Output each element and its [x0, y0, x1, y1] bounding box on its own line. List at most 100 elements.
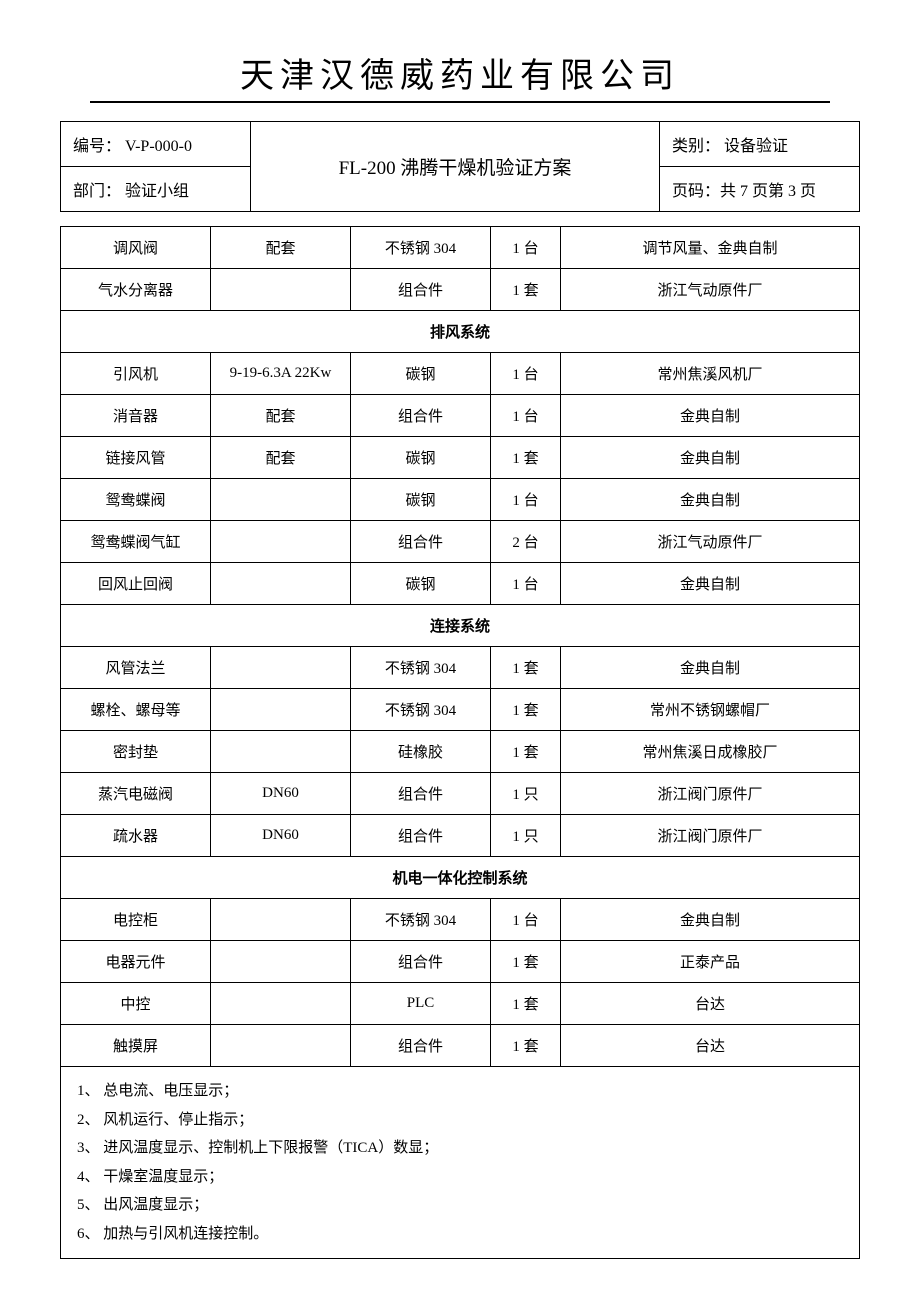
table-row: 密封垫 硅橡胶1 套常州焦溪日成橡胶厂 [61, 731, 860, 773]
section3-title: 机电一体化控制系统 [61, 857, 860, 899]
s3-r1-c0: 电器元件 [61, 941, 211, 983]
code-label: 编号： [73, 138, 121, 155]
notes-cell: 1、 总电流、电压显示；2、 风机运行、停止指示；3、 进风温度显示、控制机上下… [61, 1067, 860, 1259]
s1-r5-c3: 1 台 [491, 563, 561, 605]
initial-r1-c4: 浙江气动原件厂 [561, 269, 860, 311]
s1-r2-c1: 配套 [211, 437, 351, 479]
header-code-cell: 编号： V-P-000-0 [61, 122, 251, 167]
s2-r1-c2: 不锈钢 304 [351, 689, 491, 731]
s1-r4-c1 [211, 521, 351, 563]
code-value: V-P-000-0 [125, 138, 192, 155]
s1-r2-c2: 碳钢 [351, 437, 491, 479]
table-row: 链接风管配套碳钢1 套金典自制 [61, 437, 860, 479]
s2-r0-c3: 1 套 [491, 647, 561, 689]
s2-r3-c3: 1 只 [491, 773, 561, 815]
s3-r0-c1 [211, 899, 351, 941]
initial-r1-c3: 1 套 [491, 269, 561, 311]
s2-r1-c1 [211, 689, 351, 731]
initial-r1-c2: 组合件 [351, 269, 491, 311]
s3-r0-c3: 1 台 [491, 899, 561, 941]
notes-row: 1、 总电流、电压显示；2、 风机运行、停止指示；3、 进风温度显示、控制机上下… [61, 1067, 860, 1259]
s2-r2-c3: 1 套 [491, 731, 561, 773]
table-row: 调风阀配套不锈钢 3041 台调节风量、金典自制 [61, 227, 860, 269]
s1-r0-c2: 碳钢 [351, 353, 491, 395]
s1-r2-c0: 链接风管 [61, 437, 211, 479]
s1-r0-c1: 9-19-6.3A 22Kw [211, 353, 351, 395]
s2-r2-c4: 常州焦溪日成橡胶厂 [561, 731, 860, 773]
s2-r2-c2: 硅橡胶 [351, 731, 491, 773]
s2-r0-c4: 金典自制 [561, 647, 860, 689]
s2-r3-c0: 蒸汽电磁阀 [61, 773, 211, 815]
s1-r1-c4: 金典自制 [561, 395, 860, 437]
dept-label: 部门： [73, 183, 121, 200]
s1-r3-c1 [211, 479, 351, 521]
s3-r0-c2: 不锈钢 304 [351, 899, 491, 941]
s1-r3-c0: 鸳鸯蝶阀 [61, 479, 211, 521]
s2-r1-c4: 常州不锈钢螺帽厂 [561, 689, 860, 731]
table-row: 疏水器DN60组合件1 只浙江阀门原件厂 [61, 815, 860, 857]
header-table: 编号： V-P-000-0 FL-200 沸腾干燥机验证方案 类别： 设备验证 … [60, 121, 860, 212]
s1-r4-c3: 2 台 [491, 521, 561, 563]
initial-r0-c0: 调风阀 [61, 227, 211, 269]
initial-r0-c4: 调节风量、金典自制 [561, 227, 860, 269]
s3-r3-c0: 触摸屏 [61, 1025, 211, 1067]
table-row: 触摸屏 组合件1 套台达 [61, 1025, 860, 1067]
s1-r2-c3: 1 套 [491, 437, 561, 479]
category-value: 设备验证 [724, 138, 788, 155]
s1-r3-c2: 碳钢 [351, 479, 491, 521]
s3-r2-c1 [211, 983, 351, 1025]
s3-r2-c4: 台达 [561, 983, 860, 1025]
s3-r1-c1 [211, 941, 351, 983]
note-line-5: 6、 加热与引风机连接控制。 [77, 1220, 843, 1249]
table-row: 回风止回阀碳钢1 台金典自制 [61, 563, 860, 605]
table-row: 鸳鸯蝶阀气缸组合件2 台浙江气动原件厂 [61, 521, 860, 563]
s3-r1-c3: 1 套 [491, 941, 561, 983]
section1-title: 排风系统 [61, 311, 860, 353]
s3-r2-c0: 中控 [61, 983, 211, 1025]
s1-r2-c4: 金典自制 [561, 437, 860, 479]
s3-r0-c0: 电控柜 [61, 899, 211, 941]
table-row: 中控 PLC1 套台达 [61, 983, 860, 1025]
table-row: 螺栓、螺母等不锈钢 3041 套常州不锈钢螺帽厂 [61, 689, 860, 731]
section-header-1: 排风系统 [61, 311, 860, 353]
tbody-initial: 调风阀配套不锈钢 3041 台调节风量、金典自制气水分离器组合件1 套浙江气动原… [61, 227, 860, 311]
initial-r0-c2: 不锈钢 304 [351, 227, 491, 269]
dept-value: 验证小组 [125, 183, 189, 200]
s1-r0-c4: 常州焦溪风机厂 [561, 353, 860, 395]
main-table: 调风阀配套不锈钢 3041 台调节风量、金典自制气水分离器组合件1 套浙江气动原… [60, 226, 860, 1259]
initial-r0-c1: 配套 [211, 227, 351, 269]
s2-r2-c0: 密封垫 [61, 731, 211, 773]
s1-r1-c0: 消音器 [61, 395, 211, 437]
table-row: 蒸汽电磁阀DN60组合件1 只浙江阀门原件厂 [61, 773, 860, 815]
s3-r1-c2: 组合件 [351, 941, 491, 983]
s2-r4-c0: 疏水器 [61, 815, 211, 857]
s3-r3-c4: 台达 [561, 1025, 860, 1067]
s2-r1-c3: 1 套 [491, 689, 561, 731]
s1-r0-c3: 1 台 [491, 353, 561, 395]
note-line-4: 5、 出风温度显示； [77, 1191, 843, 1220]
table-row: 消音器配套组合件1 台金典自制 [61, 395, 860, 437]
s1-r5-c0: 回风止回阀 [61, 563, 211, 605]
s2-r4-c2: 组合件 [351, 815, 491, 857]
initial-r1-c1 [211, 269, 351, 311]
s3-r2-c3: 1 套 [491, 983, 561, 1025]
s2-r4-c3: 1 只 [491, 815, 561, 857]
s2-r3-c1: DN60 [211, 773, 351, 815]
doc-title-cell: FL-200 沸腾干燥机验证方案 [251, 122, 660, 212]
s1-r3-c3: 1 台 [491, 479, 561, 521]
initial-r0-c3: 1 台 [491, 227, 561, 269]
table-row: 引风机9-19-6.3A 22Kw碳钢1 台常州焦溪风机厂 [61, 353, 860, 395]
note-line-2: 3、 进风温度显示、控制机上下限报警（TICA）数显； [77, 1134, 843, 1163]
s1-r5-c1 [211, 563, 351, 605]
s1-r1-c2: 组合件 [351, 395, 491, 437]
s2-r0-c0: 风管法兰 [61, 647, 211, 689]
s3-r3-c3: 1 套 [491, 1025, 561, 1067]
tbody-section1: 引风机9-19-6.3A 22Kw碳钢1 台常州焦溪风机厂消音器配套组合件1 台… [61, 353, 860, 605]
s3-r3-c2: 组合件 [351, 1025, 491, 1067]
company-title: 天津汉德威药业有限公司 [60, 48, 860, 97]
s2-r4-c4: 浙江阀门原件厂 [561, 815, 860, 857]
s3-r2-c2: PLC [351, 983, 491, 1025]
title-underline [90, 101, 830, 103]
s1-r4-c0: 鸳鸯蝶阀气缸 [61, 521, 211, 563]
table-row: 电控柜不锈钢 3041 台金典自制 [61, 899, 860, 941]
